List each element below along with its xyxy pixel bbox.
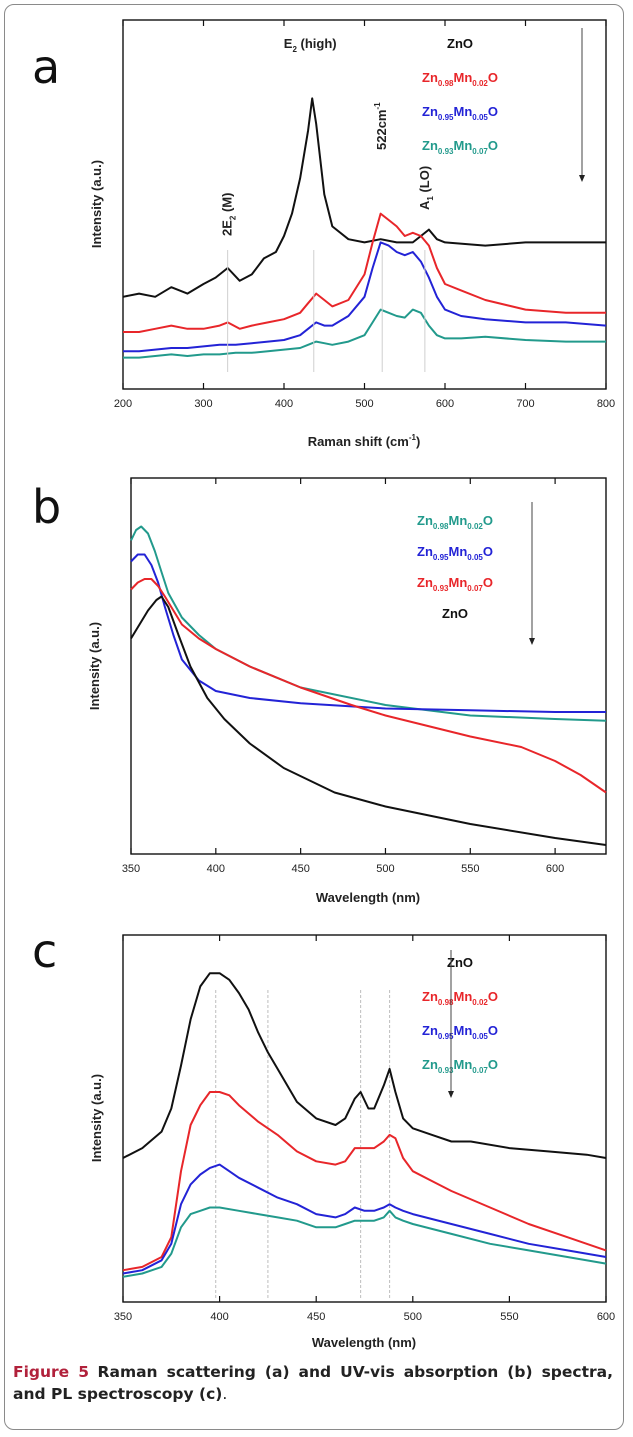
figure-number: Figure 5 bbox=[13, 1363, 89, 1381]
panel-a-series bbox=[122, 97, 607, 359]
figure-caption: Figure 5 Raman scattering (a) and UV-vis… bbox=[13, 1361, 613, 1405]
legend-entry: Zn0.95Mn0.05O bbox=[422, 104, 498, 122]
legend-entry: ZnO bbox=[447, 36, 473, 51]
series-line-2 bbox=[130, 553, 606, 713]
x-tick-label: 450 bbox=[291, 863, 309, 875]
panel-a-y-axis-label: Intensity (a.u.) bbox=[89, 160, 104, 248]
panel-c-y-axis-label: Intensity (a.u.) bbox=[89, 1074, 104, 1162]
x-tick-label: 500 bbox=[376, 863, 394, 875]
panel-a-x-axis-label: Raman shift (cm-1) bbox=[308, 433, 421, 449]
x-tick-label: 500 bbox=[404, 1311, 422, 1323]
legend-entry: ZnO bbox=[442, 606, 468, 621]
panel-a-x-ticks: 200 300 400 500 600 700 800 bbox=[114, 20, 615, 410]
panel-b-plot-frame bbox=[130, 477, 607, 855]
legend-entry: Zn0.98Mn0.02O bbox=[422, 70, 498, 88]
series-line-2 bbox=[123, 212, 606, 333]
arrow-head-icon bbox=[448, 1091, 454, 1098]
x-tick-label: 400 bbox=[210, 1311, 228, 1323]
x-tick-label: 350 bbox=[114, 1311, 132, 1323]
panel-b: b Zn0.98Mn0.02O Zn0.95Mn0.05O Zn0.93Mn0.07… bbox=[32, 477, 607, 905]
caption-period: . bbox=[222, 1385, 228, 1403]
x-tick-label: 450 bbox=[307, 1311, 325, 1323]
arrow-head-icon bbox=[579, 175, 585, 182]
panel-b-x-ticks: 350 400 450 500 550 600 bbox=[122, 478, 564, 875]
series-line-1 bbox=[122, 972, 607, 1159]
x-tick-label: 300 bbox=[194, 398, 212, 410]
panel-c-legend: ZnO Zn0.98Mn0.02O Zn0.95Mn0.05O Zn0.93Mn0.0… bbox=[422, 950, 498, 1098]
panel-b-y-axis-label: Intensity (a.u.) bbox=[87, 622, 102, 710]
x-tick-label: 400 bbox=[275, 398, 293, 410]
panel-c-letter: c bbox=[32, 924, 57, 978]
panel-b-x-axis-label: Wavelength (nm) bbox=[316, 890, 420, 905]
figure-caption-text: Raman scattering (a) and UV-vis absorpti… bbox=[13, 1363, 613, 1403]
x-tick-label: 550 bbox=[461, 863, 479, 875]
legend-entry: Zn0.95Mn0.05O bbox=[417, 544, 493, 562]
panel-c-x-ticks: 350 400 450 500 550 600 bbox=[114, 935, 615, 1323]
series-line-4 bbox=[130, 595, 607, 846]
x-tick-label: 550 bbox=[500, 1311, 518, 1323]
panel-b-series bbox=[130, 525, 607, 846]
panel-c-plot-frame bbox=[122, 934, 607, 1303]
legend-entry: Zn0.98Mn0.02O bbox=[422, 989, 498, 1007]
peak-annotation: 2E2 (M) bbox=[220, 193, 238, 236]
panel-a: a 2E2 (M) E2 (high) 522cm-1 A1 (LO) ZnO Zn0.… bbox=[32, 19, 615, 449]
legend-entry: Zn0.93Mn0.07O bbox=[422, 1057, 498, 1075]
panel-c-guide-lines bbox=[215, 990, 391, 1300]
series-line-2 bbox=[122, 1091, 607, 1272]
x-tick-label: 600 bbox=[546, 863, 564, 875]
series-line-4 bbox=[123, 308, 606, 359]
panel-b-letter: b bbox=[32, 480, 61, 534]
legend-entry: Zn0.93Mn0.07O bbox=[422, 138, 498, 156]
peak-annotation: 522cm-1 bbox=[373, 102, 389, 150]
series-line-3 bbox=[122, 1163, 607, 1275]
series-line-4 bbox=[122, 1206, 607, 1278]
panel-a-annotations: 2E2 (M) E2 (high) 522cm-1 A1 (LO) bbox=[220, 36, 435, 372]
series-line-1 bbox=[130, 525, 607, 722]
panel-a-letter: a bbox=[32, 40, 60, 94]
panel-c-series bbox=[122, 972, 607, 1278]
panel-c-x-axis-label: Wavelength (nm) bbox=[312, 1335, 416, 1350]
figure-panels: a 2E2 (M)E2 (high)522cm-1A1 (LO) ZnOZn0.… bbox=[32, 19, 615, 1350]
peak-annotation: E2 (high) bbox=[284, 36, 337, 54]
x-tick-label: 350 bbox=[122, 863, 140, 875]
panel-a-legend: ZnO Zn0.98Mn0.02O Zn0.95Mn0.05O Zn0.93Mn0.0… bbox=[422, 28, 585, 182]
x-tick-label: 700 bbox=[516, 398, 534, 410]
x-tick-label: 600 bbox=[597, 1311, 615, 1323]
series-line-3 bbox=[130, 578, 607, 794]
legend-entry: Zn0.95Mn0.05O bbox=[422, 1023, 498, 1041]
panel-c: c ZnO Zn0.98Mn0.02O Zn0.95Mn0.05O Zn0.93Mn0… bbox=[32, 924, 615, 1350]
panel-b-legend: Zn0.98Mn0.02O Zn0.95Mn0.05O Zn0.93Mn0.07O Z… bbox=[417, 502, 535, 645]
series-line-3 bbox=[123, 241, 607, 353]
x-tick-label: 600 bbox=[436, 398, 454, 410]
legend-entry: ZnO bbox=[447, 955, 473, 970]
arrow-head-icon bbox=[529, 638, 535, 645]
x-tick-label: 200 bbox=[114, 398, 132, 410]
x-tick-label: 400 bbox=[207, 863, 225, 875]
x-tick-label: 800 bbox=[597, 398, 615, 410]
peak-annotation: A1 (LO) bbox=[417, 166, 435, 210]
series-line-1 bbox=[122, 97, 606, 298]
x-tick-label: 500 bbox=[355, 398, 373, 410]
legend-entry: Zn0.98Mn0.02O bbox=[417, 513, 493, 531]
legend-entry: Zn0.93Mn0.07O bbox=[417, 575, 493, 593]
